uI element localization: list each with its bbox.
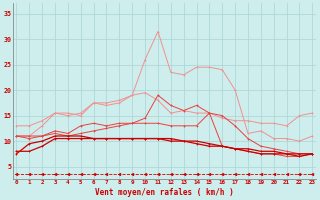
X-axis label: Vent moyen/en rafales ( km/h ): Vent moyen/en rafales ( km/h )	[95, 188, 234, 197]
